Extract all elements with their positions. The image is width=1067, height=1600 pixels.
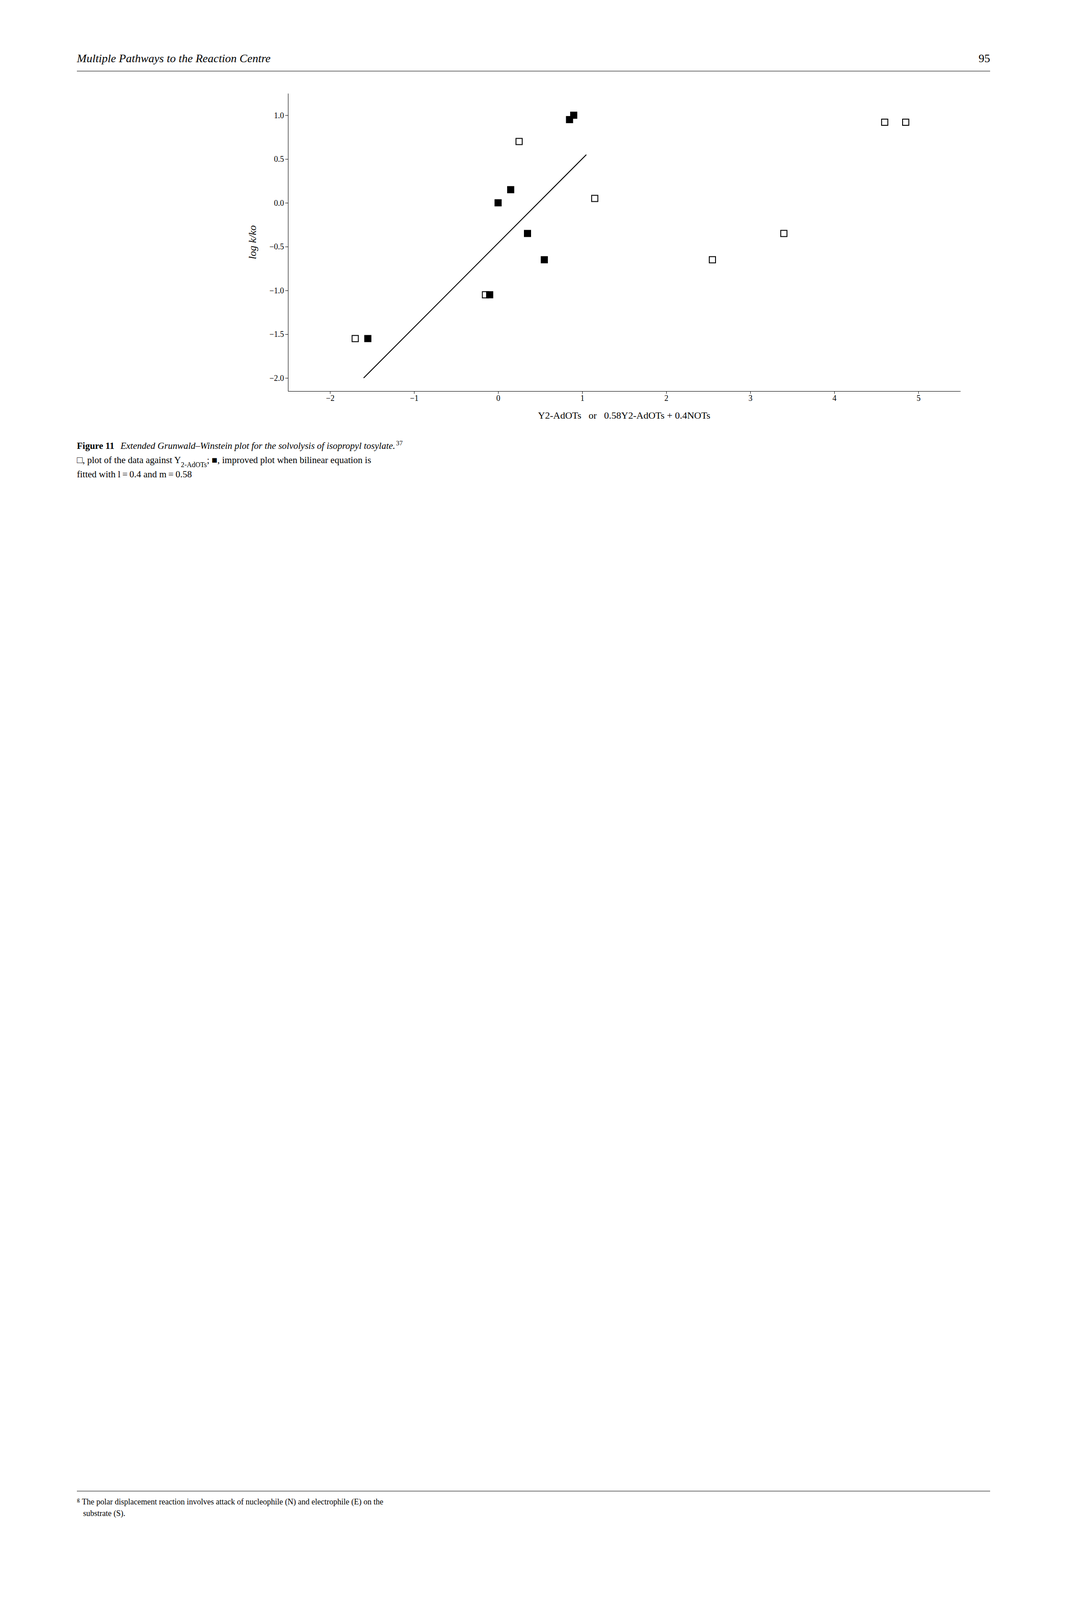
open-square-point <box>351 335 359 342</box>
caption-line-part: 2-AdOTs <box>180 460 207 469</box>
caption-line-part: Extended Grunwald–Winstein plot for the … <box>119 440 396 452</box>
open-square-point <box>780 230 788 237</box>
tick-label: 2 <box>664 393 669 403</box>
caption-line: □, plot of the data against Y2-AdOTs; ■,… <box>76 454 372 469</box>
tick: 5 <box>916 391 921 403</box>
tick-label: −2 <box>325 393 335 403</box>
tick-mark <box>285 246 288 248</box>
tick-label: −1.0 <box>269 286 284 296</box>
tick-label: −0.5 <box>269 242 284 252</box>
filled-square-point <box>570 111 577 119</box>
tick-label: 0.5 <box>274 154 285 164</box>
open-square-point <box>709 256 716 263</box>
page-number: 95 <box>978 51 991 65</box>
tick-mark <box>285 290 288 291</box>
y-axis: −2.0 −1.5 −1.0 −0.5 0.0 0.5 1.0 <box>269 93 288 392</box>
tick: 0.0 <box>274 198 289 208</box>
caption-line-part: fitted with l = 0.4 and m = 0.58 <box>76 468 192 480</box>
filled-square-point <box>541 256 548 263</box>
filled-square-point <box>507 186 514 193</box>
tick-label: −1.5 <box>269 329 284 339</box>
tick-mark <box>285 159 288 160</box>
footnote-line: gThe polar displacement reaction involve… <box>76 1496 384 1507</box>
title: Multiple Pathways to the Reaction Centre <box>76 51 271 65</box>
x-axis-line <box>288 391 961 392</box>
footnote-line-part: g <box>76 1496 80 1503</box>
tick: 1.0 <box>274 111 289 120</box>
plot-marks <box>351 111 909 378</box>
filled-square-point <box>364 335 372 342</box>
caption-line-part: ; ■, improved plot when bilinear equatio… <box>207 454 372 466</box>
open-square-point <box>591 195 598 202</box>
open-square-point <box>902 119 909 126</box>
y-axis-title: log k/ko <box>246 225 259 260</box>
footnote-line-part: substrate (S). <box>83 1508 126 1519</box>
tick-mark <box>285 377 288 379</box>
tick-label: 1.0 <box>274 111 285 120</box>
caption-line: fitted with l = 0.4 and m = 0.58 <box>76 468 192 480</box>
tick-label: 3 <box>748 393 753 403</box>
tick: −2.0 <box>269 373 288 383</box>
tick-mark <box>285 202 288 204</box>
tick-label: 4 <box>832 393 837 403</box>
tick-label: 5 <box>916 393 921 403</box>
tick: −1.5 <box>269 329 288 339</box>
filled-square-point <box>524 230 531 237</box>
filled-square-point <box>495 199 502 206</box>
filled-square-point <box>486 291 493 298</box>
tick: 0 <box>496 391 501 403</box>
tick-label: 0.0 <box>274 198 285 208</box>
x-axis: −2 −1 0 1 2 3 4 5 <box>288 391 961 403</box>
tick-label: −2.0 <box>269 373 284 383</box>
open-square-point <box>515 138 523 145</box>
tick: 0.5 <box>274 154 289 164</box>
chart: Multiple Pathways to the Reaction Centre… <box>0 0 1067 1600</box>
header-rule <box>76 71 991 72</box>
caption-line-part: 37 <box>395 439 403 447</box>
tick-label: 0 <box>496 393 501 403</box>
tick-mark <box>285 334 288 335</box>
tick: 1 <box>580 391 585 403</box>
tick: −1 <box>410 391 419 403</box>
caption-line: Figure 11 Extended Grunwald–Winstein plot… <box>76 439 403 452</box>
tick: −0.5 <box>269 242 288 252</box>
tick: 3 <box>748 391 753 403</box>
tick: −2 <box>325 391 335 403</box>
y-axis-line <box>287 93 289 392</box>
tick: −1.0 <box>269 286 288 296</box>
x-axis-title: Y2-AdOTs or 0.58Y2-AdOTs + 0.4NOTs <box>538 409 711 421</box>
tick-label: 1 <box>580 393 585 403</box>
caption-line-part: □, plot of the data against Y <box>76 454 181 466</box>
open-square-point <box>881 119 888 126</box>
caption-line-part: Figure 11 <box>76 440 115 452</box>
tick-label: −1 <box>410 393 419 403</box>
tick-mark <box>285 115 288 116</box>
footnote-rule <box>76 1490 991 1492</box>
footnote-line: substrate (S). <box>83 1508 126 1519</box>
fit-line <box>363 154 587 378</box>
tick: 2 <box>664 391 669 403</box>
footnote-line-part: The polar displacement reaction involves… <box>81 1497 384 1507</box>
tick: 4 <box>832 391 837 403</box>
